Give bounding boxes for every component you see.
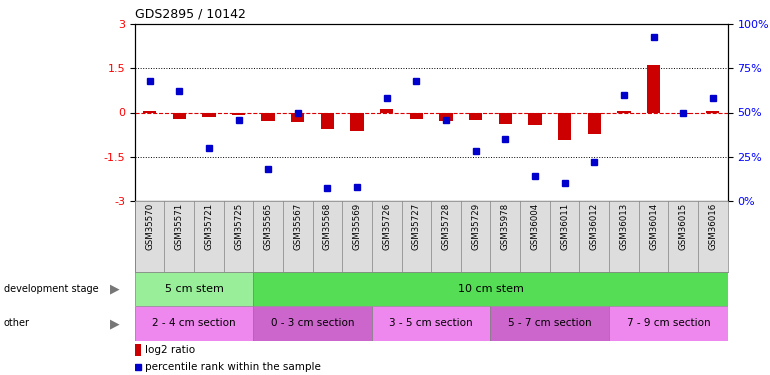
Bar <box>490 306 609 341</box>
Bar <box>143 111 156 112</box>
Text: ▶: ▶ <box>109 282 119 295</box>
Bar <box>135 272 253 306</box>
Text: 3 - 5 cm section: 3 - 5 cm section <box>390 318 473 328</box>
Bar <box>232 112 245 115</box>
Bar <box>499 112 512 124</box>
Bar <box>440 112 453 121</box>
Bar <box>706 111 719 112</box>
Bar <box>253 272 728 306</box>
Text: 5 - 7 cm section: 5 - 7 cm section <box>508 318 591 328</box>
Text: GSM36016: GSM36016 <box>708 203 718 250</box>
Text: other: other <box>4 318 30 328</box>
Text: GSM35569: GSM35569 <box>353 203 362 250</box>
Text: GSM35978: GSM35978 <box>500 203 510 250</box>
Bar <box>410 112 423 119</box>
Text: 7 - 9 cm section: 7 - 9 cm section <box>627 318 710 328</box>
Text: GSM35728: GSM35728 <box>441 203 450 250</box>
Bar <box>203 112 216 117</box>
Text: GSM35729: GSM35729 <box>471 203 480 250</box>
Bar <box>135 306 253 341</box>
Text: 0 - 3 cm section: 0 - 3 cm section <box>271 318 354 328</box>
Text: GSM35570: GSM35570 <box>145 203 154 250</box>
Bar <box>321 112 334 129</box>
Text: percentile rank within the sample: percentile rank within the sample <box>145 362 320 372</box>
Text: 5 cm stem: 5 cm stem <box>165 284 223 294</box>
Bar <box>135 344 141 356</box>
Text: GSM36004: GSM36004 <box>531 203 540 250</box>
Text: GSM36015: GSM36015 <box>678 203 688 250</box>
Text: GSM35726: GSM35726 <box>382 203 391 250</box>
Bar <box>677 112 690 114</box>
Bar <box>350 112 363 131</box>
Text: GSM36012: GSM36012 <box>590 203 599 250</box>
Text: ▶: ▶ <box>109 317 119 330</box>
Text: GDS2895 / 10142: GDS2895 / 10142 <box>135 8 246 21</box>
Bar <box>647 65 660 112</box>
Text: GSM35721: GSM35721 <box>204 203 213 250</box>
Text: GSM35725: GSM35725 <box>234 203 243 250</box>
Bar <box>172 112 186 119</box>
Bar <box>618 111 631 112</box>
Text: GSM36011: GSM36011 <box>560 203 569 250</box>
Bar <box>558 112 571 140</box>
Text: GSM35568: GSM35568 <box>323 203 332 250</box>
Text: development stage: development stage <box>4 284 99 294</box>
Text: GSM35571: GSM35571 <box>175 203 184 250</box>
Bar <box>588 112 601 134</box>
Text: 10 cm stem: 10 cm stem <box>457 284 524 294</box>
Bar <box>609 306 728 341</box>
Bar <box>380 109 393 112</box>
Text: 2 - 4 cm section: 2 - 4 cm section <box>152 318 236 328</box>
Text: GSM35565: GSM35565 <box>263 203 273 250</box>
Bar <box>291 112 304 122</box>
Text: GSM35567: GSM35567 <box>293 203 303 250</box>
Bar <box>528 112 541 125</box>
Bar <box>372 306 490 341</box>
Bar <box>469 112 482 120</box>
Text: GSM36014: GSM36014 <box>649 203 658 250</box>
Text: log2 ratio: log2 ratio <box>145 345 195 355</box>
Bar <box>253 306 372 341</box>
Bar <box>262 112 275 121</box>
Text: GSM36013: GSM36013 <box>619 203 628 250</box>
Text: GSM35727: GSM35727 <box>412 203 421 250</box>
